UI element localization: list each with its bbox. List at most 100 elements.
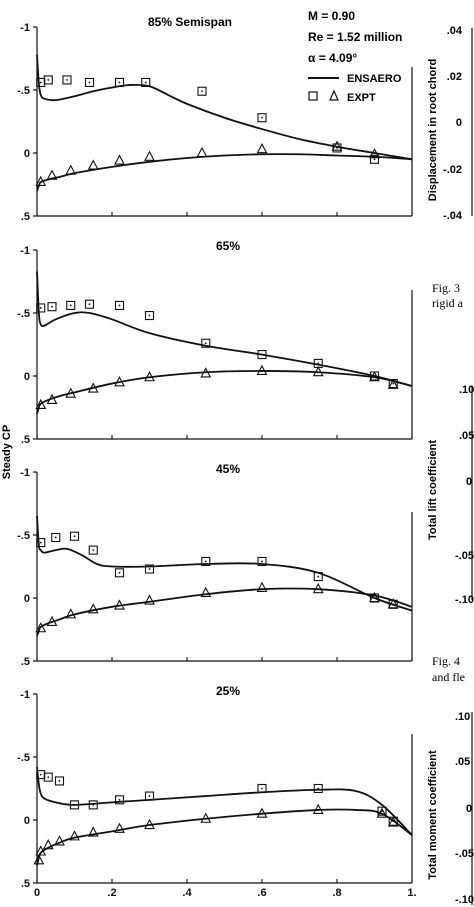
expt-upper-marker-dot [392,820,395,823]
right-panel1-tick-0: .04 [447,25,463,37]
expt-upper-marker-dot [392,382,395,385]
expt-upper-marker-dot [47,776,50,779]
panel-label-85: 85% Semispan [148,15,232,29]
legend: M = 0.90 Re = 1.52 million α = 4.09° ENS… [308,9,402,104]
expt-upper-marker-dot [118,571,121,574]
expt-lower-marker [114,154,125,165]
right-panel3-tick-2: 0 [466,803,472,815]
expt-lower-marker [200,367,212,378]
expt-upper-marker-dot [261,353,263,356]
expt-upper-marker-dot [39,541,42,544]
y-tick-label: 0 [24,815,30,827]
y-tick-label: .5 [21,434,30,446]
expt-upper-marker-dot [317,787,320,790]
x-tick-label: .2 [107,887,116,899]
ensaero-lower-line [36,370,413,415]
expt-lower-marker [35,622,47,633]
right-panel3-tick-1: .05 [455,756,470,768]
right-panel1-tick-1: .02 [447,71,462,83]
expt-upper-marker-dot [201,90,203,93]
expt-upper-marker-dot [54,536,57,539]
expt-lower-marker [144,594,155,605]
y-tick-label: 0 [24,371,30,383]
y-tick-label: -1 [20,245,30,257]
expt-upper-marker-dot [88,81,91,84]
expt-upper-marker [313,783,323,794]
expt-upper-marker [141,77,151,87]
expt-upper-marker [43,75,53,85]
expt-lower-marker [256,364,268,376]
expt-upper-marker [144,564,155,574]
expt-lower-marker [87,603,99,614]
right-panel3-ylabel: Total moment coefficient [427,750,439,880]
expt-lower-marker [87,159,99,170]
expt-lower-marker [369,148,380,159]
plots: -1 -.5 0 .5 -1 -.5 0 .5 -1 -.5 0 .5 -1 -.5 0 .5 0 .2 .4 .6.… [17,22,416,899]
expt-upper-marker-dot [336,147,338,149]
expt-lower-marker [144,818,155,830]
expt-lower-marker [65,387,77,398]
expt-upper-marker-dot [58,780,61,782]
ensaero-upper-line [36,516,413,612]
panel-label-45: 45% [216,462,240,476]
right-panel3-tick-3: -.05 [455,848,474,860]
right-panel2-ylabel: Total lift coefficient [427,440,439,540]
expt-upper-marker-dot [118,798,121,801]
expt-upper-marker [257,783,267,794]
y-tick-label: 0 [24,593,30,605]
ensaero-lower-line [36,808,413,866]
right-panel1-tick-4: -.04 [443,210,463,222]
expt-lower-marker [65,164,77,175]
expt-lower-marker [46,393,58,404]
ensaero-upper-line [36,271,413,387]
expt-lower-marker [114,599,125,610]
expt-upper-marker [201,556,211,567]
expt-upper-marker-dot [118,304,121,307]
y-tick-label: -.5 [17,85,30,97]
right-panel2-tick-4: -.10 [455,594,474,606]
expt-lower-marker [256,581,268,592]
expt-upper-marker [47,302,57,312]
expt-lower-marker [114,822,125,833]
expt-upper-marker [66,300,76,310]
expt-upper-marker-dot [148,795,151,797]
expt-upper-marker-dot [373,158,376,161]
expt-upper-marker [114,795,125,805]
y-tick-label: -.5 [17,752,30,764]
y-tick-label: -.5 [17,530,30,542]
expt-lower-marker [387,378,399,389]
panel-3: -1 -.5 0 .5 [17,467,413,668]
expt-upper-marker [62,75,72,85]
expt-upper-marker [144,310,155,321]
expt-lower-marker [87,826,99,837]
expt-upper-marker [84,77,95,87]
expt-upper-marker-dot [51,305,53,308]
ensaero-upper-line [36,766,413,836]
expt-upper-marker [313,572,323,582]
expt-upper-marker [377,806,387,816]
expt-upper-marker [257,113,267,123]
legend-alpha: α = 4.09° [308,51,357,65]
y-tick-label: -1 [20,22,30,34]
legend-reynolds: Re = 1.52 million [308,30,402,44]
expt-lower-marker [46,615,58,626]
expt-upper-marker [54,776,65,786]
expt-lower-marker [35,398,47,410]
expt-lower-marker [46,169,58,180]
ensaero-upper-line [36,54,413,161]
expt-upper-marker [201,338,211,348]
panel-1: -1 -.5 0 .5 [17,22,413,223]
expt-lower-marker [33,854,45,865]
right-panel2-tick-2: 0 [466,476,472,488]
expt-upper-marker-dot [392,603,395,606]
panel-4: -1 -.5 0 .5 0 .2 .4 .6 .8 1. [17,689,416,899]
expt-upper-marker-dot [261,116,263,119]
expt-upper-marker [69,800,80,810]
right-panel1-tick-2: 0 [456,117,462,129]
expt-lower-marker [35,175,47,187]
expt-upper-marker-dot [261,787,263,790]
y-axis-label: Steady CP [1,425,13,479]
expt-lower-marker [312,803,324,814]
right-column: Displacement in root chord .04 .02 0 -.0… [427,25,474,906]
